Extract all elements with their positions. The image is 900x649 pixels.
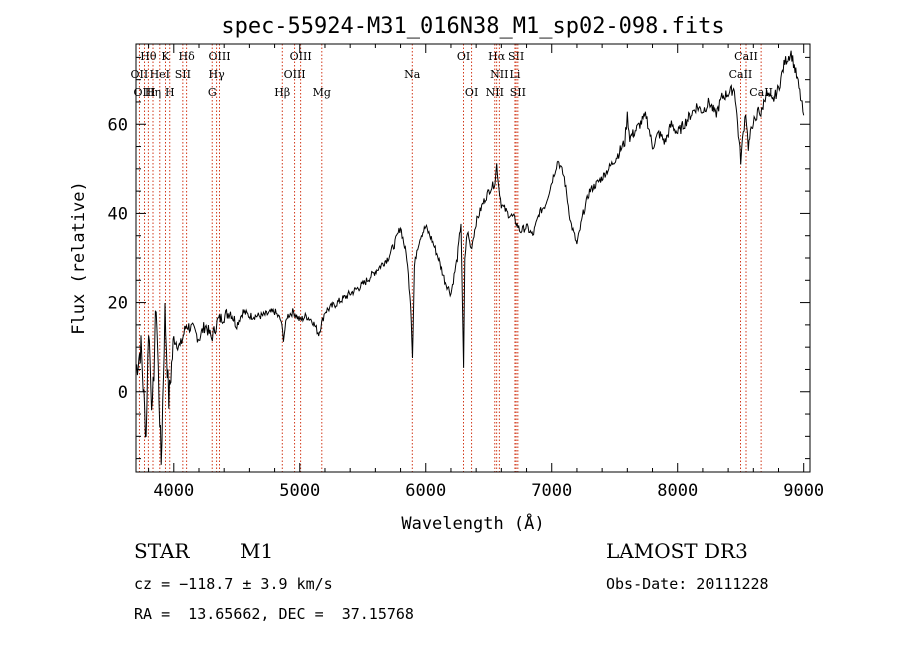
marker-label: Na bbox=[404, 68, 421, 81]
y-tick-label: 0 bbox=[118, 383, 128, 403]
obs-date: Obs-Date: 20111228 bbox=[606, 575, 769, 593]
x-tick-label: 4000 bbox=[153, 481, 194, 501]
coordinates: RA = 13.65662, DEC = 37.15768 bbox=[134, 605, 414, 623]
marker-label: Hα bbox=[488, 50, 506, 63]
y-axis-label: Flux (relative) bbox=[69, 181, 89, 335]
marker-label: SII bbox=[175, 68, 191, 81]
marker-label: OIII bbox=[208, 50, 230, 63]
x-tick-label: 5000 bbox=[279, 481, 320, 501]
marker-label: CaII bbox=[749, 86, 773, 99]
y-tick-label: 40 bbox=[108, 204, 128, 224]
marker-label: Hγ bbox=[209, 68, 226, 81]
marker-label: Hθ bbox=[140, 50, 157, 63]
object-subclass: M1 bbox=[240, 539, 274, 563]
y-tick-label: 20 bbox=[108, 294, 128, 314]
plot-frame bbox=[135, 43, 811, 473]
marker-label: OI bbox=[457, 50, 470, 63]
marker-label: OIII bbox=[134, 86, 156, 99]
marker-label: Hβ bbox=[274, 86, 290, 99]
marker-label: SII bbox=[508, 50, 524, 63]
chart-title: spec-55924-M31_016N38_M1_sp02-098.fits bbox=[221, 14, 724, 39]
marker-label: Li bbox=[510, 68, 521, 81]
marker-label: CaII bbox=[734, 50, 758, 63]
marker-label: K bbox=[161, 50, 170, 63]
x-axis-label: Wavelength (Å) bbox=[401, 512, 544, 534]
marker-label: NII bbox=[486, 86, 504, 99]
marker-label: OII bbox=[131, 68, 149, 81]
marker-label: OIII bbox=[290, 50, 312, 63]
marker-label: G bbox=[208, 86, 217, 99]
y-tick-label: 60 bbox=[108, 115, 128, 135]
survey-name: LAMOST DR3 bbox=[606, 539, 748, 563]
marker-label: OI bbox=[465, 86, 478, 99]
marker-label: NII bbox=[490, 68, 508, 81]
x-tick-label: 7000 bbox=[531, 481, 572, 501]
x-tick-label: 8000 bbox=[657, 481, 698, 501]
object-type: STAR bbox=[134, 539, 190, 563]
marker-label: SII bbox=[510, 86, 526, 99]
marker-label: Mg bbox=[313, 86, 331, 99]
x-tick-label: 6000 bbox=[405, 481, 446, 501]
marker-label: Hη bbox=[145, 86, 161, 99]
x-tick-label: 9000 bbox=[783, 481, 824, 501]
marker-label: CaII bbox=[729, 68, 753, 81]
redshift-cz: cz = −118.7 ± 3.9 km/s bbox=[134, 575, 333, 593]
marker-label: Hδ bbox=[179, 50, 196, 63]
marker-label: H bbox=[165, 86, 175, 99]
spectrum-line bbox=[136, 50, 805, 465]
marker-label: HeI bbox=[150, 68, 170, 81]
marker-label: OIII bbox=[284, 68, 306, 81]
